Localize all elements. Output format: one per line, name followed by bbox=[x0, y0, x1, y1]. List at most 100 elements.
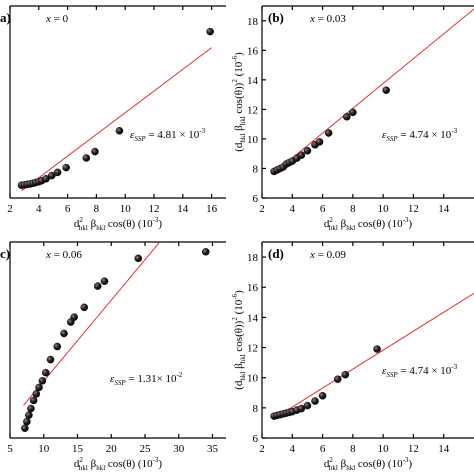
data-point-highlight bbox=[208, 29, 211, 32]
data-point bbox=[21, 424, 29, 433]
data-point-highlight bbox=[95, 284, 98, 287]
data-point bbox=[206, 27, 214, 36]
data-point bbox=[93, 282, 102, 290]
data-point-highlight bbox=[344, 114, 347, 117]
x-tick-label: 4 bbox=[36, 203, 42, 215]
data-point bbox=[41, 368, 50, 377]
data-point-highlight bbox=[28, 406, 31, 409]
data-point-highlight bbox=[326, 131, 329, 134]
x-axis-label: d2 hkl βhkl cos(θ) (10-3) bbox=[74, 456, 163, 472]
data-point bbox=[47, 171, 56, 180]
panel-label: a) bbox=[0, 10, 11, 25]
data-point-highlight bbox=[317, 139, 320, 142]
x-tick-label: 15 bbox=[72, 443, 84, 455]
composition-label: x = 0.03 bbox=[309, 13, 346, 25]
strain-annotation: εSSP = 4.74 × 10-3 bbox=[382, 363, 458, 379]
data-point-highlight bbox=[299, 153, 302, 156]
data-point-highlight bbox=[24, 419, 27, 422]
data-point bbox=[297, 151, 306, 159]
y-tick-label: 16 bbox=[247, 282, 259, 294]
data-point bbox=[32, 390, 41, 398]
data-point bbox=[349, 108, 357, 117]
data-point-highlight bbox=[313, 399, 315, 402]
y-tick-label: 18 bbox=[247, 16, 259, 28]
data-point bbox=[297, 404, 306, 413]
data-point-highlight bbox=[72, 315, 75, 318]
data-point bbox=[53, 168, 62, 177]
panel-2: 2 4 6 8 10 12 14 6 8 10 12 14 16 18 (dhkl βhkl cos(θ))… bbox=[231, 5, 474, 232]
x-tick-label: 8 bbox=[350, 443, 356, 455]
data-point bbox=[27, 404, 35, 413]
panel-3: 5 10 15 20 25 30 35 d2 hkl βhkl cos(θ) (10-3) c) x… bbox=[0, 241, 226, 472]
x-tick-label: 12 bbox=[149, 203, 160, 215]
data-point-highlight bbox=[55, 170, 58, 173]
data-point-highlight bbox=[31, 398, 34, 401]
data-point bbox=[333, 375, 342, 384]
plot-area bbox=[270, 8, 474, 176]
data-point-highlight bbox=[305, 148, 308, 151]
data-point-highlight bbox=[290, 409, 293, 412]
x-axis-label: d2 hkl βhkl cos(θ) (10-3) bbox=[74, 216, 163, 232]
x-tick-label: 16 bbox=[206, 203, 218, 215]
data-point-highlight bbox=[48, 357, 51, 360]
data-point-highlight bbox=[84, 156, 87, 158]
data-point bbox=[35, 383, 43, 392]
data-point-highlight bbox=[313, 142, 315, 145]
data-point bbox=[53, 342, 62, 351]
x-tick-label: 2 bbox=[259, 443, 265, 455]
data-point-highlight bbox=[92, 149, 95, 152]
x-tick-label: 8 bbox=[350, 203, 356, 215]
y-tick-label: 8 bbox=[253, 403, 259, 415]
data-point-highlight bbox=[34, 391, 37, 394]
y-axis-label: (dhkl βhkl cos(θ))2 (10-6) bbox=[231, 290, 247, 390]
data-point-highlight bbox=[49, 173, 52, 176]
plot-area bbox=[270, 292, 474, 420]
x-tick-label: 12 bbox=[408, 443, 419, 455]
x-tick-label: 5 bbox=[7, 443, 13, 455]
data-point-highlight bbox=[384, 88, 387, 91]
data-point-highlight bbox=[68, 320, 71, 323]
data-point bbox=[29, 396, 38, 405]
x-tick-label: 8 bbox=[94, 203, 100, 215]
data-point bbox=[315, 138, 324, 146]
data-point-highlight bbox=[43, 370, 46, 373]
fit-line bbox=[23, 242, 161, 406]
data-point-highlight bbox=[335, 377, 338, 380]
x-axis-label: d2 hkl βhkl cos(θ) (10-3) bbox=[324, 456, 413, 472]
x-tick-label: 14 bbox=[438, 443, 450, 455]
y-tick-label: 14 bbox=[247, 75, 259, 87]
data-point-highlight bbox=[294, 156, 297, 159]
x-tick-label: 4 bbox=[290, 203, 296, 215]
fit-line bbox=[273, 8, 474, 174]
x-axis-label: d2 hkl βhkl cos(θ) (10-3) bbox=[324, 216, 413, 232]
y-tick-label: 12 bbox=[247, 104, 258, 116]
data-point-highlight bbox=[343, 372, 346, 375]
panel-label: (d) bbox=[268, 246, 284, 261]
data-point bbox=[60, 329, 68, 338]
x-tick-label: 2 bbox=[7, 203, 13, 215]
y-tick-label: 6 bbox=[253, 433, 259, 445]
data-point bbox=[311, 397, 319, 405]
panel-1: 2 4 6 8 10 12 14 16 d2 hkl βhkl cos(θ) (10-3) a) x … bbox=[0, 5, 226, 232]
data-point-highlight bbox=[37, 385, 40, 388]
composition-label: x = 0.06 bbox=[45, 249, 82, 261]
data-point-highlight bbox=[102, 279, 105, 282]
data-point-highlight bbox=[117, 128, 120, 131]
data-point bbox=[134, 254, 143, 263]
data-point bbox=[382, 86, 390, 94]
x-tick-label: 12 bbox=[408, 203, 419, 215]
panel-label: c) bbox=[0, 246, 10, 261]
panel-4: 2 4 6 8 10 12 14 6 8 10 12 14 16 18 (dhkl βhkl cos(θ))… bbox=[231, 241, 474, 472]
data-point bbox=[62, 163, 70, 172]
data-point bbox=[38, 377, 47, 385]
y-tick-label: 10 bbox=[247, 373, 259, 385]
plot-area bbox=[21, 242, 210, 433]
data-point-highlight bbox=[26, 413, 29, 416]
data-point-highlight bbox=[294, 408, 297, 411]
data-point bbox=[91, 147, 99, 156]
x-tick-label: 10 bbox=[120, 203, 132, 215]
data-point-highlight bbox=[203, 249, 206, 252]
data-point bbox=[318, 391, 327, 400]
y-tick-label: 6 bbox=[253, 193, 259, 205]
